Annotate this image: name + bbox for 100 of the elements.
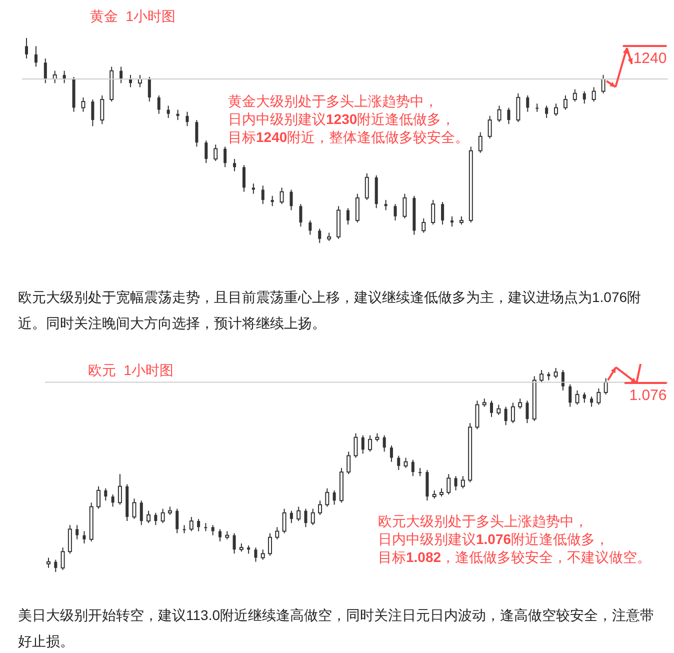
candlestick xyxy=(411,459,414,477)
candlestick xyxy=(197,518,200,532)
candlestick xyxy=(561,370,564,391)
candlestick xyxy=(146,510,151,524)
candlestick xyxy=(242,164,246,192)
candlestick xyxy=(568,384,572,408)
candlestick xyxy=(60,547,65,570)
candlestick xyxy=(211,524,214,536)
candlestick xyxy=(166,105,170,118)
candlestick xyxy=(118,474,122,506)
candlestick xyxy=(354,432,358,458)
annotation: 黄金大级别处于多头上涨趋势中， xyxy=(228,93,438,109)
candlestick xyxy=(422,218,426,234)
text: 欧元大级别处于宽幅震荡走势，且目前震荡重心上移，建议继续逢低做多为主，建议进场点为1.076附近。同时关注晚间大方向选择，预计将继续上扬。 xyxy=(18,288,642,333)
candlestick xyxy=(390,445,393,462)
candlestick xyxy=(100,94,104,125)
candlestick xyxy=(394,204,397,221)
candlestick xyxy=(308,220,312,236)
candlestick xyxy=(218,528,222,542)
candlestick xyxy=(260,549,265,560)
candlestick xyxy=(160,508,165,524)
candlestick xyxy=(604,378,608,396)
candlestick xyxy=(402,193,407,219)
candlestick xyxy=(346,451,351,475)
candlestick xyxy=(214,144,218,162)
candlestick xyxy=(96,486,101,510)
text: 1240 xyxy=(632,50,667,68)
candlestick xyxy=(296,506,301,522)
candlestick xyxy=(475,400,480,430)
candlestick xyxy=(404,457,408,468)
annotation: 目标1.082，逢低做多较安全，不建议做空。 xyxy=(378,549,652,565)
candlestick xyxy=(504,406,508,426)
candlestick xyxy=(233,158,236,172)
candlestick xyxy=(441,202,444,226)
candlestick xyxy=(364,172,369,200)
candlestick xyxy=(318,228,322,243)
candlestick xyxy=(496,404,501,416)
candlestick xyxy=(554,103,558,116)
candlestick xyxy=(299,204,302,228)
candlestick xyxy=(490,400,494,418)
candlestick xyxy=(590,396,594,408)
candlestick xyxy=(384,199,388,211)
candlestick xyxy=(582,392,586,404)
candlestick xyxy=(186,111,189,127)
candlestick xyxy=(254,547,258,562)
candlestick xyxy=(488,115,492,139)
candlestick xyxy=(252,183,255,194)
candlestick xyxy=(592,86,596,102)
annotation: 日内中级别建议1230附近逢低做多， xyxy=(228,111,456,127)
candlestick xyxy=(478,132,482,154)
candlestick xyxy=(507,107,510,125)
candlestick xyxy=(54,559,58,572)
candlestick xyxy=(275,526,280,540)
candlestick xyxy=(91,99,94,127)
candlestick xyxy=(132,498,136,520)
candlestick xyxy=(572,88,577,102)
candlestick xyxy=(575,390,580,406)
candlestick xyxy=(157,94,160,114)
candlestick xyxy=(195,120,198,148)
candlestick xyxy=(361,434,364,454)
candlestick xyxy=(382,434,386,452)
candlestick xyxy=(545,105,548,118)
candlestick xyxy=(204,140,208,164)
candlestick xyxy=(516,92,520,123)
candlestick xyxy=(282,508,286,534)
candlestick xyxy=(318,500,322,516)
candlestick xyxy=(224,146,227,168)
candlestick xyxy=(526,400,529,424)
annotation: 欧元大级别处于多头上涨趋势中， xyxy=(378,513,588,529)
candlestick xyxy=(176,508,179,534)
candlestick xyxy=(148,76,151,102)
candlestick xyxy=(450,216,454,228)
candlestick xyxy=(34,46,38,68)
candlestick xyxy=(120,66,123,84)
candlestick xyxy=(290,189,293,211)
candlestick xyxy=(355,193,360,223)
candlestick xyxy=(44,58,47,84)
candlestick xyxy=(332,490,336,506)
candlestick xyxy=(154,512,158,526)
text: 美日大级别开始转空，建议113.0附近继续逢高做空，同时关注日元日内波动，逢高做空较安全，注意带好止损。 xyxy=(18,606,655,651)
candlestick xyxy=(554,368,558,379)
candlestick xyxy=(397,455,400,470)
candlestick xyxy=(76,524,79,540)
candlestick xyxy=(563,94,568,110)
candlestick xyxy=(268,532,272,556)
candlestick xyxy=(526,94,530,112)
candlestick xyxy=(454,476,458,491)
candlestick xyxy=(346,208,350,226)
candlestick xyxy=(431,199,436,226)
annotation: 目标1240附近，整体逢低做多较安全。 xyxy=(228,129,470,145)
candlestick xyxy=(261,185,264,205)
candlestick xyxy=(280,187,284,205)
candlestick xyxy=(325,488,330,508)
candlestick xyxy=(368,434,372,452)
candlestick xyxy=(68,524,72,554)
candlestick xyxy=(176,109,180,120)
candlestick xyxy=(497,105,502,123)
text: 1.076 xyxy=(628,387,667,405)
candlestick xyxy=(104,488,108,502)
chart-title: 黄金 1小时图 xyxy=(90,8,176,26)
